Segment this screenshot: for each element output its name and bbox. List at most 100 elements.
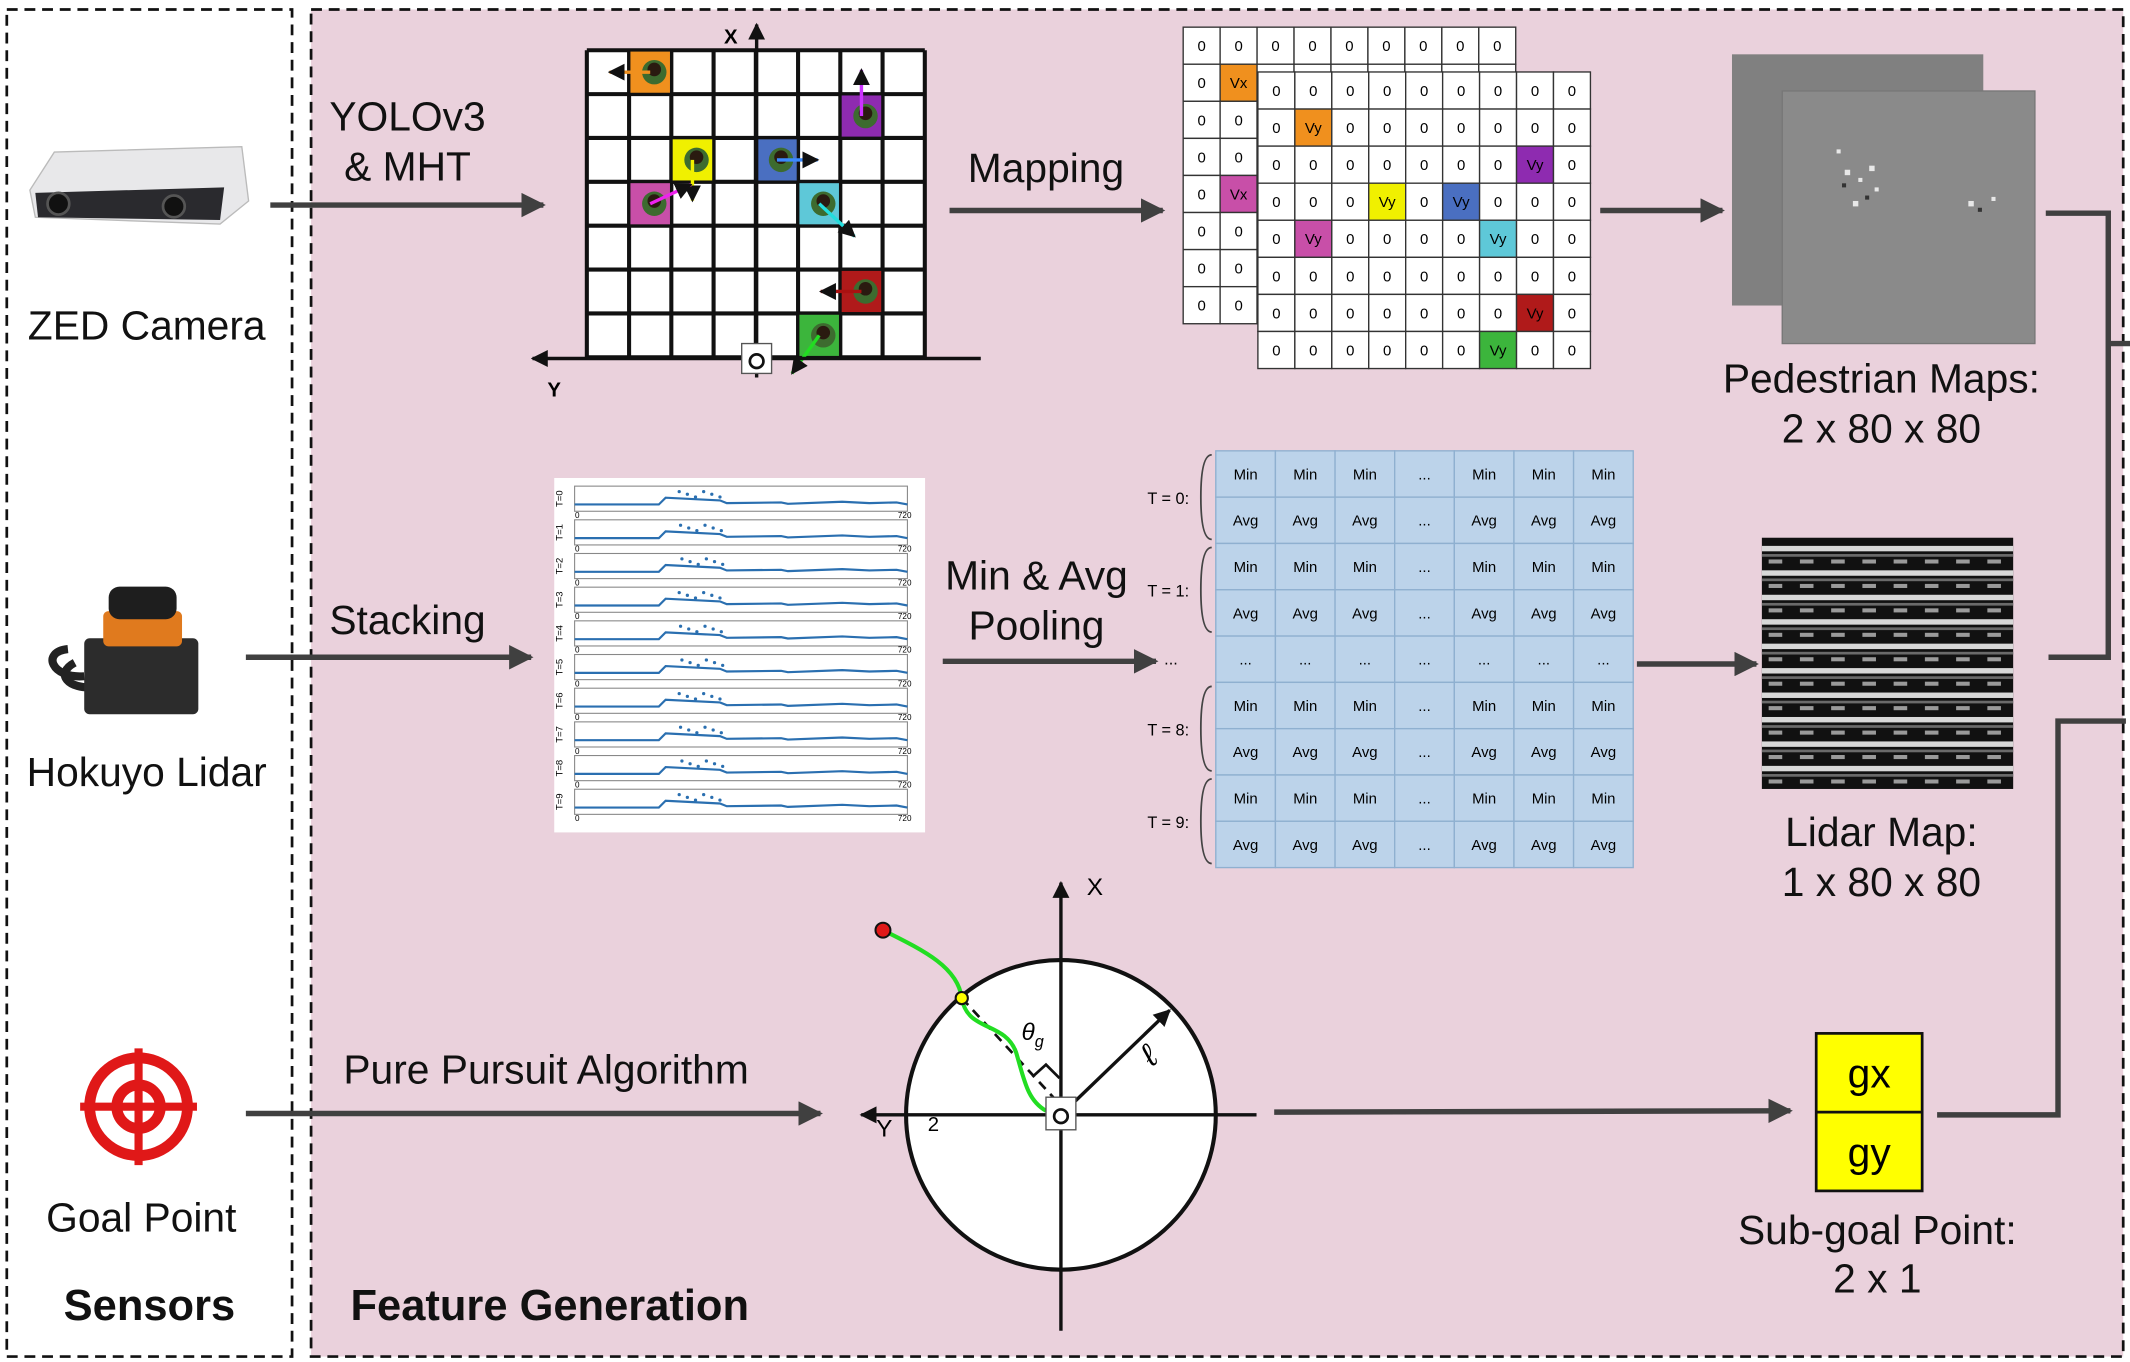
lidar-scan-point [718,798,722,802]
pooling-cell-value: Avg [1591,513,1616,530]
lidar-subplot-frame [574,485,908,512]
velocity-value-vy: 0 [1272,120,1280,137]
velocity-value-vy: 0 [1457,231,1465,248]
lidar-scan-point [703,523,707,527]
lidar-row-label: T=7 [554,726,565,743]
velocity-value-vy: 0 [1457,157,1465,174]
velocity-cell-vy [1368,108,1407,147]
pooling-cell-value: Min [1591,698,1615,715]
pedestrian-maps-label-line2: 2 x 80 x 80 [1781,407,1982,453]
velocity-cell-vx [1441,26,1480,65]
lidar-scan-point [721,663,725,668]
lidar-subplot-frame [574,687,908,714]
pooling-cell-value: Avg [1233,744,1258,761]
pooling-cell-value: ... [1418,698,1430,715]
goal-target-icon [80,1048,197,1166]
lidar-scan-point [685,593,689,597]
pooling-cell-value: Min [1591,466,1615,483]
pooling-cell [1453,635,1515,684]
lidar-map-speckle [1893,706,1908,711]
pedestrian-velocity-arrow [818,202,856,238]
lidar-scan-point [688,560,692,564]
lidar-x-start: 0 [575,578,580,587]
lidar-map-band [1761,774,2014,777]
lidar-x-end: 720 [898,780,912,789]
pedestrian-velocity-arrow [790,334,821,375]
pooling-cell [1513,450,1575,498]
lidar-map-band [1761,554,2014,557]
pooling-cell [1274,820,1336,869]
lidar-x-end: 720 [898,747,912,756]
pooling-cell [1274,589,1336,637]
pooling-cell-value: ... [1418,791,1430,808]
lidar-map-band [1761,602,2014,606]
pooling-row-label: T = 8: [1147,721,1189,739]
velocity-value-vy: 0 [1531,83,1539,100]
lidar-map-speckle [1956,730,1970,735]
lidar-map-speckle [1768,779,1783,784]
lidar-map-speckle [1768,608,1783,613]
velocity-value-vy: 0 [1531,120,1539,137]
lidar-scan-point [687,627,691,631]
lidar-map-speckle [1799,583,1814,588]
velocity-value-vy: Vy [1490,231,1507,248]
velocity-cell-vx [1182,26,1221,65]
velocity-value-vy: 0 [1346,268,1354,285]
lidar-map-band [1761,627,2014,631]
pooling-cell [1513,542,1575,591]
lidar-map-speckle [1831,755,1845,760]
lidar-map-speckle [1768,559,1783,564]
velocity-value-vx: 0 [1234,261,1242,278]
velocity-value-vy: 0 [1272,342,1280,359]
velocity-cell-vy [1441,293,1481,333]
min-avg-pooling-table: Min Min Min... Min Min Min Avg Avg Avg... Avg Avg A… [1147,450,1634,869]
pooling-cell [1334,542,1396,591]
pooling-cell-value: Avg [1352,605,1377,622]
velocity-cell-vy [1331,293,1370,333]
velocity-value-vx: 0 [1234,149,1242,166]
pooling-label-line2: Pooling [968,604,1105,650]
velocity-cell-vy [1257,145,1296,184]
pooling-row-brace [1199,454,1212,541]
lidar-map-speckle [1831,681,1845,686]
lidar-map-speckle [1987,583,2001,588]
velocity-value-vx: 0 [1234,298,1242,315]
velocity-value-vy: 0 [1568,231,1576,248]
lidar-subplot-frame [574,620,908,647]
velocity-value-vy: 0 [1346,231,1354,248]
velocity-value-vx: 0 [1197,223,1205,240]
pooling-cell-value: Avg [1293,605,1318,622]
lidar-map-speckle [1893,755,1908,760]
lidar-row-label: T=8 [554,760,565,777]
lidar-map-speckle [1831,632,1845,637]
velocity-value-vy: 0 [1272,268,1280,285]
lidar-scan-point [678,725,683,729]
velocity-value-vy: 0 [1309,157,1317,174]
lidar-scan-point [685,795,689,800]
lidar-map-speckle [1862,755,1876,760]
velocity-value-vy: Vy [1305,231,1322,248]
velocity-value-vy: 0 [1346,194,1354,211]
pooling-cell [1572,774,1634,822]
pooling-cell [1394,820,1456,869]
velocity-value-vy: Vy [1490,342,1507,359]
velocity-cell-vy [1552,108,1592,147]
velocity-value-vx: 0 [1197,149,1205,166]
lidar-row-label: T=5 [554,659,565,676]
lidar-scan-point [696,663,700,668]
pursuit-path [882,928,1048,1113]
pooling-cell [1215,589,1277,637]
lidar-scan-point [719,630,723,634]
lidar-map-speckle [1924,755,1939,760]
velocity-value-vy: 0 [1309,83,1317,100]
lidar-map-band [1761,578,2014,582]
lidar-scan-point [677,590,681,595]
pooling-cell-value: ... [1418,652,1430,669]
velocity-value-vx: 0 [1419,38,1427,55]
lidar-x-start: 0 [575,646,580,655]
pooling-cell-value: Avg [1471,837,1496,854]
pooling-row-label: ... [1164,651,1178,669]
pooling-cell-value: Avg [1471,744,1496,761]
lidar-scan-point [688,762,692,766]
lidar-map-speckle [1799,632,1814,637]
